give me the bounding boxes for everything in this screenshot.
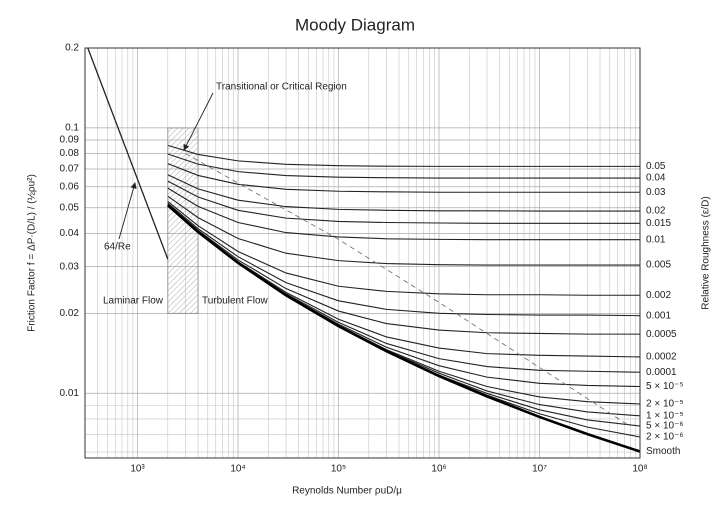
x-tick-label: 10⁸ (632, 464, 647, 475)
roughness-curve (167, 187, 640, 241)
y-tick-label: 0.1 (65, 123, 79, 134)
roughness-label: 0.005 (646, 260, 671, 271)
y-tick-label: 0.04 (60, 228, 80, 239)
x-tick-label: 10⁷ (532, 464, 547, 475)
y-axis-label: Friction Factor f = ΔP·(D/L) / (½ρu²) (27, 174, 38, 332)
roughness-label: 2 × 10⁻⁵ (646, 399, 684, 410)
roughness-curve (167, 174, 640, 212)
annotation-arrow (183, 92, 214, 151)
roughness-label: 1 × 10⁻⁵ (646, 410, 684, 421)
roughness-curve (167, 180, 640, 224)
roughness-curve (167, 203, 640, 335)
x-tick-label: 10³ (130, 464, 145, 475)
roughness-label: 0.015 (646, 218, 671, 229)
roughness-label: 0.04 (646, 173, 666, 184)
roughness-curve (167, 144, 640, 167)
roughness-label: 0.02 (646, 206, 666, 217)
laminar-line (87, 47, 169, 260)
roughness-label: 5 × 10⁻⁵ (646, 381, 684, 392)
chart-title: Moody Diagram (295, 15, 415, 34)
roughness-label: 0.01 (646, 234, 666, 245)
annotation: Turbulent Flow (202, 296, 269, 307)
roughness-label: 5 × 10⁻⁶ (646, 421, 683, 432)
y-tick-label: 0.09 (60, 135, 80, 146)
complete-turbulence-line (185, 153, 631, 427)
roughness-curve (166, 204, 641, 453)
y-tick-label: 0.08 (60, 148, 80, 159)
roughness-curve (167, 195, 640, 266)
roughness-label: 0.05 (646, 161, 666, 172)
y2-axis-label: Relative Roughness (ε/D) (701, 196, 712, 309)
roughness-curve (167, 201, 640, 296)
roughness-label: Smooth (646, 446, 680, 457)
roughness-curve (167, 153, 640, 179)
x-axis-label: Reynolds Number ρuD/μ (292, 486, 402, 497)
roughness-label: 0.0002 (646, 352, 677, 363)
annotation-arrow (118, 182, 137, 240)
y-tick-label: 0.02 (60, 308, 80, 319)
x-tick-label: 10⁵ (331, 464, 346, 475)
roughness-label: 0.0001 (646, 367, 677, 378)
plot (87, 47, 641, 453)
annotation: 64/Re (104, 242, 131, 253)
annotation: Transitional or Critical Region (216, 82, 347, 93)
y-tick-label: 0.01 (60, 388, 80, 399)
roughness-curve (167, 202, 641, 317)
roughness-label: 0.0005 (646, 329, 677, 340)
plot-frame (84, 47, 641, 459)
roughness-curve (167, 163, 640, 193)
y-tick-label: 0.05 (60, 202, 80, 213)
x-tick-label: 10⁴ (230, 464, 245, 475)
annotation: Laminar Flow (103, 296, 164, 307)
roughness-label: 2 × 10⁻⁶ (646, 432, 683, 443)
y-tick-label: 0.06 (60, 181, 80, 192)
x-tick-label: 10⁶ (431, 464, 446, 475)
roughness-curve (167, 204, 641, 373)
y-tick-label: 0.2 (65, 43, 79, 54)
roughness-label: 0.001 (646, 310, 671, 321)
roughness-label: 0.002 (646, 290, 671, 301)
roughness-label: 0.03 (646, 187, 666, 198)
y-tick-label: 0.03 (60, 261, 80, 272)
y-tick-label: 0.07 (60, 164, 80, 175)
